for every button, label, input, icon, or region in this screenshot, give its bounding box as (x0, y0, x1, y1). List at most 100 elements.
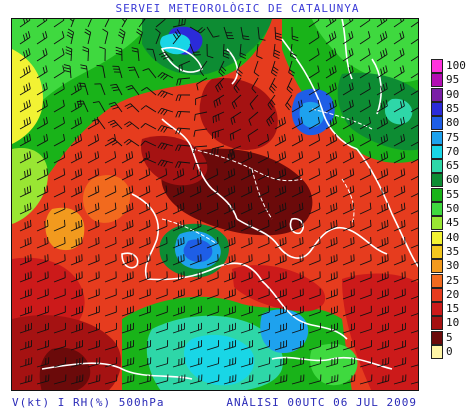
wind-barb (342, 357, 356, 368)
wind-barb (410, 36, 418, 45)
legend-item: 40 (431, 230, 471, 245)
wind-barb (342, 19, 354, 28)
wind-barb (393, 116, 405, 130)
wind-barb (36, 254, 49, 266)
wind-barb (325, 288, 338, 300)
wind-barb (376, 219, 389, 232)
wind-barb (288, 60, 295, 77)
wind-barb (308, 168, 321, 181)
page-title: SERVEI METEOROLÒGIC DE CATALUNYA (115, 2, 360, 15)
wind-barb (291, 271, 304, 283)
wind-barb (36, 374, 50, 385)
wind-barb (87, 357, 101, 368)
wind-barb (175, 94, 191, 102)
wind-barb (376, 134, 389, 147)
wind-barb (376, 322, 389, 334)
legend-item: 60 (431, 173, 471, 188)
legend-swatch (431, 202, 443, 216)
wind-barb (107, 137, 123, 147)
wind-barb (70, 219, 83, 232)
wind-barb (138, 219, 151, 232)
wind-barb (104, 185, 117, 198)
wind-barb (229, 145, 242, 157)
wind-barb (36, 340, 50, 351)
wind-barb (104, 288, 117, 300)
wind-barb (376, 374, 390, 385)
wind-barb (359, 151, 372, 164)
wind-barb (158, 51, 174, 62)
wind-barb (36, 305, 49, 317)
wind-barb (393, 271, 406, 283)
wind-barb (291, 288, 304, 300)
wind-barb (359, 219, 372, 232)
wind-barb (172, 19, 186, 28)
wind-barb (121, 237, 134, 249)
wind-barb (393, 237, 406, 249)
wind-barb (291, 374, 305, 385)
wind-barb (393, 48, 405, 62)
wind-barb (206, 374, 220, 385)
legend-label: 90 (446, 87, 460, 101)
wind-barb (376, 237, 389, 249)
wind-barb (138, 254, 151, 266)
wind-barb (36, 82, 48, 96)
wind-barb (325, 271, 338, 283)
wind-barb (87, 202, 100, 215)
wind-barb (233, 77, 242, 94)
legend-label: 60 (446, 173, 460, 187)
wind-barb (121, 168, 134, 181)
wind-barb (267, 94, 276, 111)
wind-barb (342, 65, 354, 79)
wind-barb (155, 374, 169, 385)
wind-barb (53, 168, 66, 181)
wind-barb (138, 357, 152, 368)
wind-barb (291, 237, 304, 249)
legend-swatch (431, 244, 443, 259)
wind-barb (178, 60, 191, 73)
wind-barb (325, 65, 337, 79)
legend-swatch (431, 159, 443, 174)
wind-barb (140, 157, 157, 164)
wind-barb (104, 202, 117, 215)
wind-barb (257, 340, 271, 351)
wind-barb (53, 357, 67, 368)
wind-barb (325, 99, 337, 113)
legend-item: 90 (431, 87, 471, 102)
wind-barb (342, 288, 355, 300)
wind-barb (359, 340, 373, 351)
wind-barb (84, 28, 92, 45)
wind-barb (325, 116, 337, 130)
wind-barb (212, 111, 225, 124)
wind-barb (230, 111, 242, 125)
wind-barb (223, 219, 236, 232)
wind-barb (138, 322, 151, 334)
wind-barb (359, 322, 372, 334)
wind-barb (206, 288, 219, 300)
wind-barb (325, 82, 337, 96)
legend-swatch (431, 59, 443, 73)
wind-barb (138, 305, 151, 317)
wind-barb (410, 363, 418, 368)
legend-label: 0 (446, 345, 453, 358)
wind-barb (325, 322, 338, 334)
wind-barb (175, 110, 191, 118)
wind-barb (240, 288, 253, 300)
legend-item: 55 (431, 187, 471, 202)
wind-barb (172, 357, 186, 368)
wind-barb (249, 94, 259, 110)
wind-barb (359, 254, 372, 266)
legend-label: 55 (446, 187, 460, 201)
wind-barb (325, 185, 338, 198)
wind-barb (87, 219, 100, 232)
wind-barb (291, 185, 304, 198)
wind-barb (325, 254, 338, 266)
wind-barb (376, 340, 390, 351)
wind-barb (359, 288, 372, 300)
wind-barb (157, 107, 174, 116)
wind-barb (19, 99, 31, 113)
legend-item: 30 (431, 259, 471, 274)
wind-barb (70, 322, 83, 334)
wind-barb (189, 357, 203, 368)
wind-barb (172, 322, 185, 334)
wind-barb (291, 202, 304, 215)
